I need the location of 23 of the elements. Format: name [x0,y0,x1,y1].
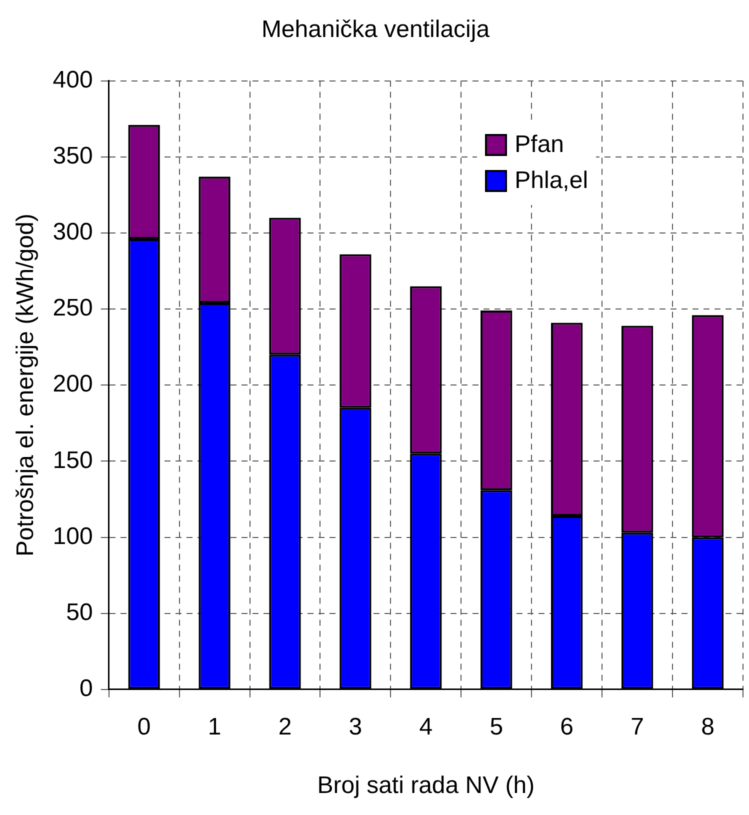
x-tick-label: 8 [701,713,714,740]
y-tick-label: 400 [52,66,93,94]
legend-label: Phla,el [514,166,588,195]
y-tick-label: 50 [66,598,93,626]
x-tick-label: 2 [278,713,292,740]
y-axis-title: Potrošnja el. energije (kWh/god) [12,214,40,557]
x-tick-label: 7 [630,713,644,740]
x-axis-title: Broj sati rada NV (h) [317,772,535,800]
x-tick-label: 5 [490,713,504,740]
x-tick-label: 0 [137,713,151,740]
y-tick-label: 100 [52,522,93,550]
x-tick-label: 1 [208,713,222,740]
y-tick-label: 300 [52,218,93,246]
y-tick-label: 150 [52,446,93,474]
y-tick-label: 0 [79,675,93,702]
x-tick-label: 3 [348,713,362,740]
y-tick-label: 200 [52,370,93,398]
x-tick-label: 4 [419,713,433,740]
y-tick-label: 350 [52,142,93,170]
y-tick-label: 250 [52,294,93,322]
chart-title: Mehanička ventilacija [261,16,490,44]
legend-label: Pfan [514,130,564,159]
x-tick-label: 6 [560,713,574,740]
